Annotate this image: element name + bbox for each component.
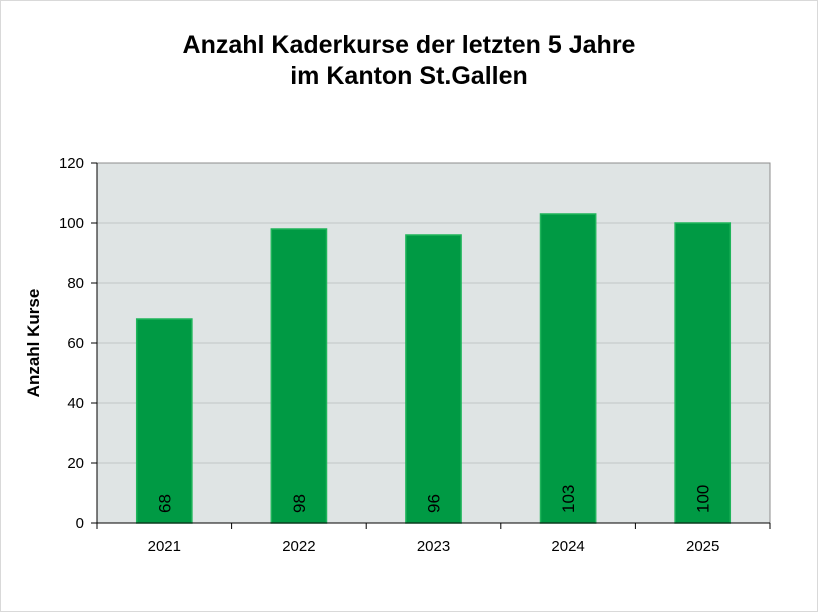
bar-2025	[674, 222, 732, 524]
data-label-2023: 96	[425, 494, 444, 513]
x-tick-labels: 2021 2022 2023 2024 2025	[148, 538, 720, 555]
data-label-2022: 98	[290, 494, 309, 513]
data-label-2025: 100	[694, 485, 713, 513]
bar-2023	[405, 234, 462, 524]
chart-title: Anzahl Kaderkurse der letzten 5 Jahre im…	[0, 30, 818, 92]
x-tick-label: 2024	[551, 538, 584, 555]
bar-2022	[270, 228, 328, 524]
x-tick-label: 2023	[417, 538, 450, 555]
data-labels: 68 98 96 103 100	[155, 485, 712, 513]
y-tick-label: 20	[67, 455, 84, 472]
data-label-2024: 103	[559, 485, 578, 513]
y-tick-label: 60	[67, 335, 84, 352]
x-tick-label: 2025	[686, 538, 719, 555]
x-tick-label: 2022	[282, 538, 315, 555]
y-tick-label: 0	[76, 515, 84, 532]
y-tick-label: 100	[59, 215, 84, 232]
axes	[91, 162, 771, 529]
y-tick-label: 120	[59, 155, 84, 172]
y-tick-labels: 0 20 40 60 80 100 120	[59, 155, 84, 532]
bar-2024	[539, 213, 597, 524]
x-tick-label: 2021	[148, 538, 181, 555]
y-tick-label: 40	[67, 395, 84, 412]
data-label-2021: 68	[155, 494, 174, 513]
chart-title-line-1: Anzahl Kaderkurse der letzten 5 Jahre	[182, 31, 636, 59]
y-tick-label: 80	[67, 275, 84, 292]
bar-2021	[135, 318, 193, 524]
bars	[135, 213, 732, 524]
chart-title-line-2: im Kanton St.Gallen	[290, 62, 528, 90]
y-axis-label: Anzahl Kurse	[24, 289, 43, 398]
